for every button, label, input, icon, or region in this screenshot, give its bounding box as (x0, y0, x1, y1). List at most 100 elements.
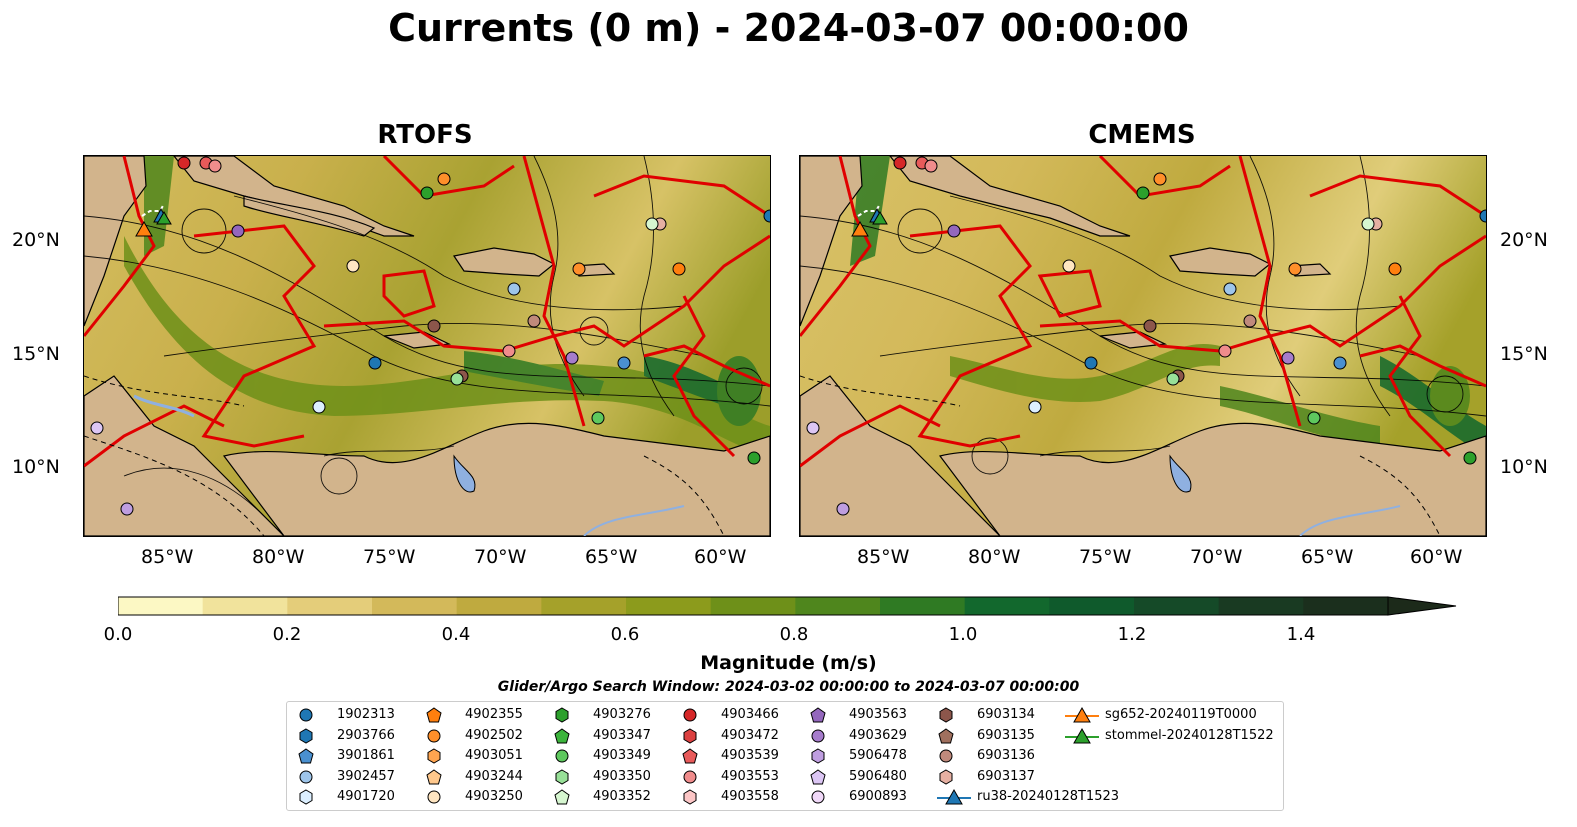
colorbar-swatch (118, 597, 204, 615)
circle-marker-icon (683, 708, 697, 722)
lat-label-left: 20°N (12, 229, 60, 251)
colorbar-swatch (626, 597, 712, 615)
colorbar-swatch (287, 597, 373, 615)
legend-label: 4903051 (465, 748, 523, 763)
hexagon-marker-icon (683, 789, 697, 805)
colorbar-tick: 0.6 (610, 624, 640, 645)
colorbar-tick: 0.8 (779, 624, 809, 645)
pentagon-marker-icon (554, 727, 570, 743)
legend-label: 4903244 (465, 768, 523, 784)
pentagon-marker-icon (554, 789, 570, 805)
legend-label: 4903352 (593, 789, 651, 804)
hexagon-marker-icon (299, 789, 313, 805)
hexagon-marker-icon (555, 707, 569, 723)
hexagon-marker-icon (939, 768, 953, 785)
panel-title-rtofs: RTOFS (377, 120, 473, 150)
legend-label: 4903349 (593, 748, 651, 763)
figure-title: Currents (0 m) - 2024-03-07 00:00:00 (388, 6, 1189, 50)
legend-label: 4903466 (721, 707, 779, 722)
triangle-line-marker-icon (1065, 727, 1099, 743)
pentagon-marker-icon (810, 768, 826, 784)
legend-label: 4901720 (337, 789, 395, 804)
legend-label: 3901861 (337, 748, 395, 763)
legend-label: 2903766 (337, 727, 395, 743)
legend-label: 4903350 (593, 768, 651, 784)
lon-label: 70°W (474, 546, 527, 568)
circle-marker-icon (427, 729, 441, 742)
colorbar-swatch (372, 597, 458, 615)
circle-marker-icon (555, 749, 569, 763)
circle-marker-icon (299, 770, 313, 783)
lon-label: 75°W (363, 546, 416, 568)
legend-label: 6903135 (977, 727, 1035, 743)
lat-label-right: 20°N (1500, 229, 1548, 251)
colorbar-label: Magnitude (m/s) (700, 652, 877, 674)
colorbar-swatch (1049, 597, 1135, 615)
legend-label: 4903347 (593, 727, 651, 743)
lat-label-right: 10°N (1500, 456, 1548, 478)
rtofs-map[interactable] (83, 155, 771, 537)
colorbar-tick: 1.4 (1286, 624, 1316, 645)
search-window-text: Glider/Argo Search Window: 2024-03-02 00… (497, 679, 1080, 695)
colorbar-tick: 0.0 (103, 624, 133, 645)
legend-label: 4903553 (721, 768, 779, 784)
legend-label: 3902457 (337, 768, 395, 784)
hexagon-marker-icon (811, 748, 825, 764)
colorbar-swatch (202, 597, 288, 615)
panel-title-cmems: CMEMS (1088, 120, 1196, 150)
rtofs-map-canvas (84, 156, 770, 536)
circle-marker-icon (811, 790, 825, 804)
legend-label: 4902355 (465, 707, 523, 722)
colorbar-swatch (1303, 597, 1389, 615)
legend-label: 4903250 (465, 789, 523, 804)
colorbar (117, 594, 1458, 618)
lat-label-left: 10°N (12, 456, 60, 478)
colorbar-swatch (964, 597, 1050, 615)
colorbar-swatch (1218, 597, 1304, 615)
lon-label: 75°W (1079, 546, 1132, 568)
legend-label: 4903472 (721, 727, 779, 743)
legend-label: 6900893 (849, 789, 907, 804)
legend-label: ru38-20240128T1523 (977, 789, 1120, 804)
colorbar-extend-arrow (1387, 596, 1457, 616)
legend-label: stommel-20240128T1522 (1105, 727, 1274, 743)
lat-label-left: 15°N (12, 343, 60, 365)
colorbar-tick: 0.2 (272, 624, 302, 645)
lon-label: 65°W (1301, 546, 1354, 568)
lon-label: 80°W (252, 546, 305, 568)
cmems-map[interactable] (799, 155, 1487, 537)
colorbar-swatch (456, 597, 542, 615)
circle-marker-icon (683, 770, 697, 783)
lat-label-right: 15°N (1500, 343, 1548, 365)
lon-label: 65°W (585, 546, 638, 568)
legend-label: 6903134 (977, 707, 1035, 722)
lon-label: 60°W (694, 546, 747, 568)
pentagon-marker-icon (426, 707, 442, 723)
pentagon-marker-icon (426, 768, 442, 784)
legend: 1902313 2903766 3901861 3902457 4901720 49023… (286, 701, 1284, 811)
hexagon-marker-icon (555, 768, 569, 785)
colorbar-swatch (541, 597, 627, 615)
legend-label: 4903276 (593, 707, 651, 722)
pentagon-marker-icon (682, 748, 698, 764)
legend-label: 1902313 (337, 707, 395, 722)
triangle-line-marker-icon (1065, 707, 1099, 723)
circle-marker-icon (939, 749, 953, 763)
colorbar-tick: 1.0 (948, 624, 978, 645)
hexagon-marker-icon (427, 748, 441, 764)
hexagon-marker-icon (299, 727, 313, 744)
legend-label: 6903136 (977, 748, 1035, 763)
colorbar-swatch (880, 597, 966, 615)
hexagon-marker-icon (939, 707, 953, 723)
legend-label: 4903563 (849, 707, 907, 722)
legend-label: sg652-20240119T0000 (1105, 707, 1257, 722)
legend-label: 4903629 (849, 727, 907, 743)
colorbar-swatch (1134, 597, 1220, 615)
lon-label: 60°W (1410, 546, 1463, 568)
colorbar-tick: 1.2 (1117, 624, 1147, 645)
legend-label: 4903539 (721, 748, 779, 763)
legend-label: 4902502 (465, 727, 523, 743)
circle-marker-icon (299, 708, 313, 722)
legend-label: 5906480 (849, 768, 907, 784)
pentagon-marker-icon (298, 748, 314, 764)
